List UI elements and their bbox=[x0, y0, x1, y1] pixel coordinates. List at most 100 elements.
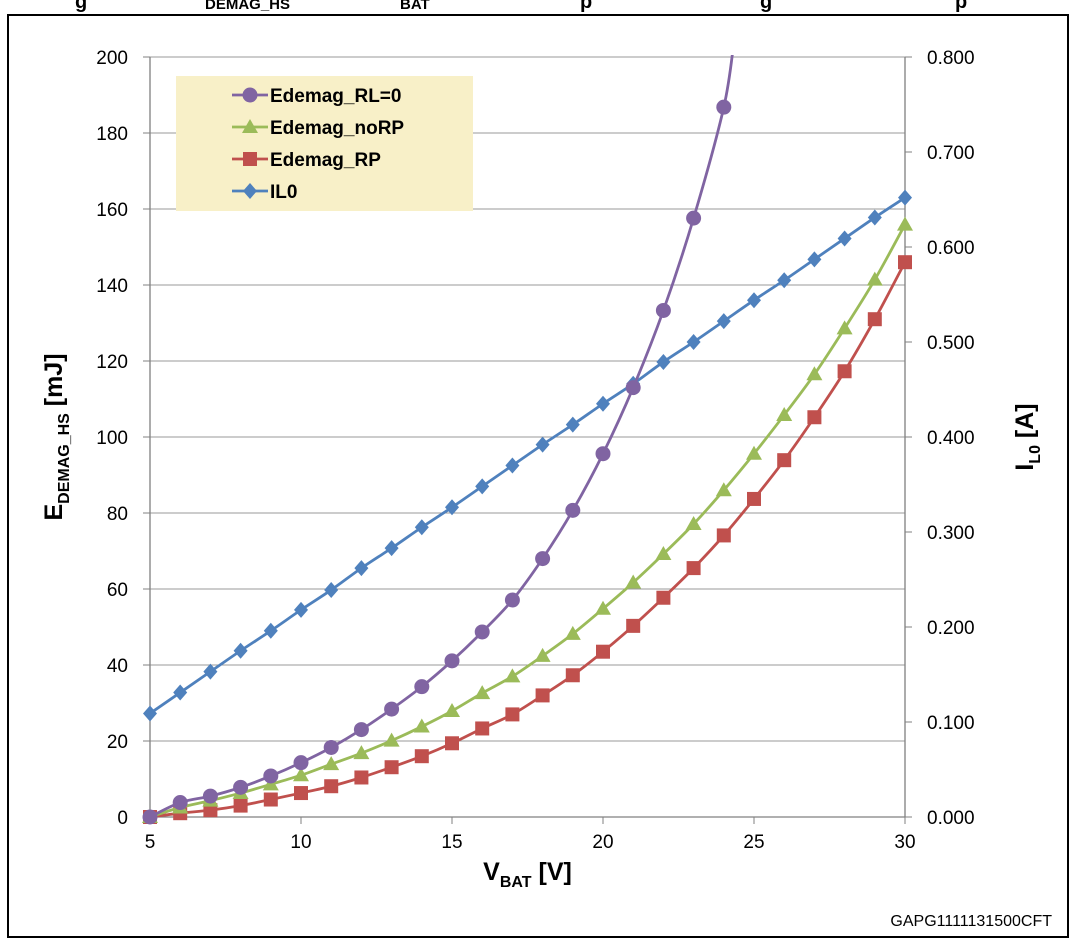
series-il0 bbox=[143, 189, 912, 722]
data-point bbox=[505, 707, 520, 722]
y-tick-label: 200 bbox=[96, 48, 128, 69]
data-point bbox=[837, 230, 852, 247]
data-point bbox=[293, 767, 309, 782]
data-point bbox=[625, 574, 642, 589]
data-point bbox=[565, 416, 580, 433]
data-point bbox=[535, 436, 550, 453]
y2-tick-label: 0.400 bbox=[927, 428, 975, 449]
data-point bbox=[807, 251, 822, 268]
legend-marker bbox=[243, 152, 257, 166]
y2-tick-label: 0.800 bbox=[927, 48, 975, 69]
data-point bbox=[354, 770, 369, 785]
data-point bbox=[686, 561, 701, 576]
data-point bbox=[324, 581, 339, 598]
data-point bbox=[445, 499, 459, 516]
data-point bbox=[293, 755, 309, 771]
data-point bbox=[354, 560, 369, 577]
data-point bbox=[475, 721, 490, 736]
header-fragment: g bbox=[760, 0, 773, 13]
data-point bbox=[324, 779, 339, 794]
data-point bbox=[625, 380, 641, 396]
data-point bbox=[716, 528, 731, 543]
y2-tick-label: 0.600 bbox=[927, 238, 975, 259]
data-point bbox=[444, 653, 460, 669]
data-point bbox=[837, 364, 852, 379]
data-point bbox=[413, 718, 430, 733]
data-point bbox=[898, 255, 912, 270]
data-point bbox=[233, 779, 249, 795]
data-point bbox=[294, 786, 308, 801]
legend-marker bbox=[242, 119, 258, 133]
data-point bbox=[564, 625, 581, 640]
y-tick-label: 180 bbox=[96, 124, 128, 145]
y2-tick-label: 0.300 bbox=[927, 523, 975, 544]
data-point bbox=[383, 732, 400, 747]
x-tick-label: 15 bbox=[441, 832, 462, 853]
data-point bbox=[596, 395, 610, 412]
cropped-header: g DEMAG_HS BAT p g p bbox=[0, 0, 1072, 14]
x-tick-label: 20 bbox=[592, 832, 613, 853]
data-point bbox=[142, 809, 158, 825]
data-point bbox=[716, 313, 731, 330]
data-point bbox=[715, 482, 732, 497]
data-point bbox=[323, 739, 339, 755]
data-point bbox=[233, 798, 248, 813]
data-point bbox=[535, 551, 551, 567]
data-point bbox=[595, 446, 611, 462]
data-point bbox=[414, 679, 430, 695]
data-point bbox=[173, 684, 188, 701]
data-point bbox=[384, 760, 399, 775]
series-edemag-rl-0 bbox=[142, 55, 734, 825]
data-point bbox=[777, 453, 792, 468]
data-point bbox=[626, 618, 641, 633]
legend-marker bbox=[242, 87, 258, 103]
x-axis-title: VBAT [V] bbox=[483, 858, 572, 891]
y-tick-label: 40 bbox=[107, 656, 128, 677]
y2-tick-label: 0.000 bbox=[927, 808, 975, 829]
y-tick-label: 120 bbox=[96, 352, 128, 373]
legend-marker bbox=[243, 183, 257, 199]
y2-tick-label: 0.200 bbox=[927, 618, 975, 639]
data-point bbox=[897, 216, 913, 231]
legend-label: Edemag_RL=0 bbox=[270, 86, 401, 107]
data-point bbox=[747, 491, 761, 506]
data-point bbox=[534, 647, 551, 662]
data-point bbox=[323, 756, 340, 771]
data-point bbox=[172, 795, 188, 811]
series-line bbox=[149, 223, 907, 819]
data-point bbox=[504, 668, 521, 683]
y-tick-label: 0 bbox=[117, 808, 128, 829]
y2-tick-label: 0.100 bbox=[927, 713, 975, 734]
data-point bbox=[475, 478, 490, 495]
data-point bbox=[867, 209, 882, 226]
data-point bbox=[776, 406, 793, 421]
data-point bbox=[263, 768, 279, 784]
y-tick-label: 160 bbox=[96, 200, 128, 221]
series-line bbox=[149, 261, 907, 819]
data-point bbox=[203, 663, 218, 680]
y-tick-label: 20 bbox=[107, 732, 128, 753]
data-point bbox=[686, 334, 701, 350]
legend-label: Edemag_RP bbox=[270, 150, 381, 171]
data-point bbox=[294, 601, 308, 618]
data-point bbox=[596, 644, 610, 659]
data-point bbox=[777, 272, 792, 289]
y-axis-title: EDEMAG_HS [mJ] bbox=[40, 353, 73, 520]
data-point bbox=[474, 624, 490, 640]
y-tick-label: 80 bbox=[107, 504, 128, 525]
data-point bbox=[565, 502, 581, 518]
y-tick-label: 60 bbox=[107, 580, 128, 601]
y-tick-label: 140 bbox=[96, 276, 128, 297]
legend-label: IL0 bbox=[270, 182, 297, 203]
x-tick-label: 10 bbox=[290, 832, 311, 853]
data-point bbox=[716, 99, 732, 115]
data-point bbox=[686, 210, 702, 226]
header-fragment: g bbox=[75, 0, 88, 13]
data-point bbox=[836, 320, 853, 335]
y2-axis-title: IL0 [A] bbox=[1011, 403, 1044, 470]
data-point bbox=[866, 271, 883, 286]
header-fragment: DEMAG_HS bbox=[205, 0, 291, 13]
data-point bbox=[505, 457, 520, 474]
data-point bbox=[655, 302, 671, 318]
data-point bbox=[807, 410, 822, 425]
